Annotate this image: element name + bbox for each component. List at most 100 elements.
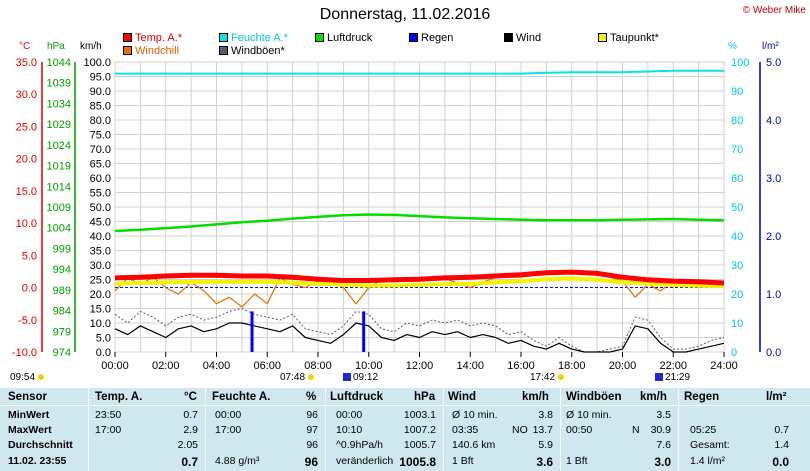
header-gust: Windböen	[566, 391, 622, 403]
legend-label: Windchill	[135, 45, 180, 57]
x-tick-label: 08:00	[304, 360, 332, 372]
pressure-tick-label: 974	[53, 347, 71, 359]
legend-swatch	[123, 46, 132, 55]
table-cell-label: 11.02. 23:55	[8, 455, 67, 467]
moonrise-icon	[343, 373, 351, 381]
chart-axes: 35.0 30.0 25.0 20.0 15.0 10.0 5.0 0.0 -5.0 -10.0 1…	[12, 57, 781, 372]
wind-tick-label: 55.0	[90, 188, 111, 200]
wind-tick-label: 45.0	[90, 217, 111, 229]
sunrise-label: 07:48	[280, 372, 315, 383]
rain-unit-label: l/m²	[762, 41, 779, 52]
x-tick-label: 14:00	[456, 360, 484, 372]
temp-tick-label: 35.0	[16, 57, 37, 69]
wind-tick-label: 0.0	[96, 347, 111, 359]
wind-unit-label: km/h	[80, 41, 102, 52]
header-temp-unit: °C	[184, 391, 197, 403]
humidity-tick-label: 100	[731, 57, 749, 69]
header-temp: Temp. A.	[95, 391, 143, 403]
table-cell-rain-desc: 05:25	[690, 424, 717, 436]
table-cell-press-val: 1005.7	[403, 439, 436, 451]
legend-swatch	[409, 33, 418, 42]
moonset-icon	[655, 373, 663, 381]
humidity-tick-label: 50	[731, 202, 743, 214]
table-cell-wind-desc: 03:35	[452, 424, 479, 436]
x-tick-label: 22:00	[659, 360, 687, 372]
table-cell-rain-desc: Gesamt:	[690, 439, 730, 451]
legend-item: Temp. A.*	[123, 32, 182, 44]
wind-tick-label: 95.0	[90, 72, 111, 84]
table-cell-press-time: 00:00	[336, 409, 363, 421]
rain-tick-label: 4.0	[766, 115, 781, 127]
header-pressure-unit: hPa	[414, 391, 436, 403]
series-luftdruck	[114, 213, 725, 233]
table-cell-gust-val: 3.5	[656, 409, 671, 421]
pressure-tick-label: 1039	[47, 78, 71, 90]
table-cell-temp-val: 0.7	[183, 409, 198, 421]
table-cell-wind-val: 5.9	[538, 439, 553, 451]
wind-tick-label: 65.0	[90, 159, 111, 171]
pressure-tick-label: 999	[53, 243, 71, 255]
temp-tick-label: 20.0	[16, 154, 37, 166]
rain-tick-label: 3.0	[766, 173, 781, 185]
table-cell-hum-val: 96	[306, 409, 318, 421]
chart-grid	[114, 61, 725, 353]
wind-tick-label: 25.0	[90, 275, 111, 287]
humidity-unit-label: %	[728, 41, 737, 52]
series-temp-a	[114, 269, 725, 286]
x-tick-label: 00:00	[101, 360, 129, 372]
wind-tick-label: 70.0	[90, 144, 111, 156]
wind-tick-label: 75.0	[90, 130, 111, 142]
sun-icon	[38, 374, 45, 380]
table-cell-gust-val: 3.0	[654, 455, 671, 469]
legend-swatch	[598, 33, 607, 42]
legend-label: Feuchte A.*	[231, 32, 288, 44]
sunrise-icon	[308, 374, 315, 380]
wind-tick-label: 50.0	[90, 202, 111, 214]
humidity-tick-label: 10	[731, 318, 743, 330]
temp-tick-label: -5.0	[18, 315, 37, 327]
table-cell-rain-val: 1.4	[774, 439, 789, 451]
legend-item: Windchill	[123, 45, 179, 57]
table-cell-rain-desc: 1.4 l/m²	[690, 455, 726, 467]
rain-tick-label: 1.0	[766, 289, 781, 301]
table-cell-hum-time: 00:00	[215, 409, 242, 421]
temp-tick-label: -10.0	[12, 347, 37, 359]
table-cell-hum-val: 96	[306, 439, 318, 451]
wind-tick-label: 10.0	[90, 318, 111, 330]
pressure-tick-label: 1019	[47, 161, 71, 173]
series-wind	[114, 322, 725, 353]
header-sensor: Sensor	[8, 391, 47, 403]
stats-table: Sensor Temp. A. °C Feuchte A. % Luftdruc…	[0, 388, 810, 471]
table-cell-gust-desc: 1 Bft	[566, 455, 588, 467]
wind-tick-label: 80.0	[90, 115, 111, 127]
wind-tick-label: 60.0	[90, 173, 111, 185]
header-pressure: Luftdruck	[330, 391, 384, 403]
table-cell-press-time: ^0.9hPa/h	[336, 439, 383, 451]
wind-tick-label: 85.0	[90, 101, 111, 113]
legend-label: Temp. A.*	[135, 32, 183, 44]
x-tick-label: 12:00	[406, 360, 434, 372]
sunset-label: 17:42	[530, 372, 565, 383]
x-tick-label: 10:00	[355, 360, 383, 372]
wind-tick-label: 20.0	[90, 289, 111, 301]
wind-tick-label: 15.0	[90, 304, 111, 316]
pressure-tick-label: 1014	[47, 181, 71, 193]
temp-unit-label: °C	[19, 41, 31, 52]
pressure-tick-label: 984	[53, 306, 71, 318]
table-cell-wind-desc: 140.6 km	[452, 439, 496, 451]
rain-tick-label: 0.0	[766, 347, 781, 359]
header-humidity: Feuchte A.	[212, 391, 271, 403]
pressure-tick-label: 1024	[47, 140, 71, 152]
table-cell-temp-val: 0.7	[181, 455, 198, 469]
moonrise-label: 09:12	[343, 372, 378, 383]
pressure-tick-label: 994	[53, 264, 71, 276]
table-cell-press-time: 10:10	[336, 424, 363, 436]
table-cell-wind-val: 3.8	[538, 409, 553, 421]
chart-title: Donnerstag, 11.02.2016	[319, 6, 491, 23]
legend-swatch	[219, 46, 228, 55]
current-time-label: 09:54	[10, 372, 45, 383]
legend-swatch	[315, 33, 324, 42]
table-cell-hum-val: 96	[304, 455, 318, 469]
header-rain-unit: l/m²	[766, 391, 787, 403]
table-cell-rain-val: 0.0	[772, 455, 789, 469]
